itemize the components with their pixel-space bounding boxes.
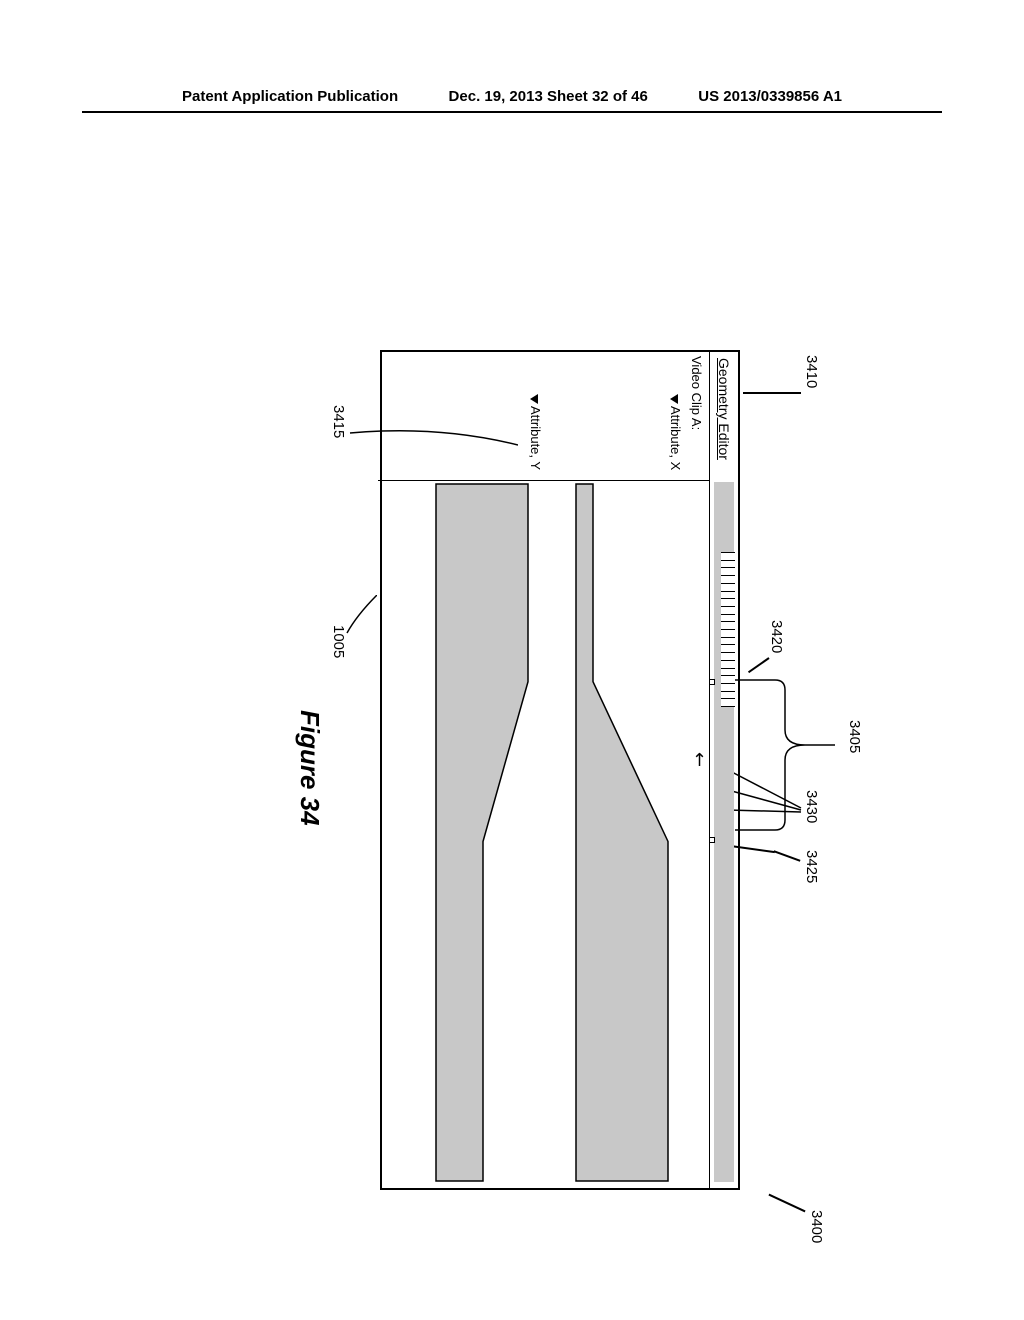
timeline-tick (721, 598, 735, 606)
track-attribute-x[interactable] (573, 482, 683, 1186)
timeline-tick (721, 683, 735, 691)
timeline-ticks (721, 552, 735, 707)
callout-3405: 3405 (846, 720, 863, 753)
timeline-tick (721, 660, 735, 668)
callout-3400: 3400 (808, 1210, 825, 1243)
attribute-y-text: Attribute, Y (528, 406, 543, 470)
callout-3425: 3425 (803, 850, 820, 883)
timeline-tick (721, 614, 735, 622)
callout-line-3425a (774, 850, 801, 861)
attribute-x-label[interactable]: Attribute, X (668, 394, 683, 470)
header-left: Patent Application Publication (182, 88, 398, 105)
timeline-tick (721, 637, 735, 645)
callout-3430: 3430 (803, 790, 820, 823)
timeline-tick (721, 606, 735, 614)
timeline-tick (721, 675, 735, 683)
timeline-tick (721, 567, 735, 575)
attribute-y-label[interactable]: Attribute, Y (528, 394, 543, 470)
track-y-shape (433, 482, 543, 1186)
callout-3415: 3415 (330, 405, 347, 438)
track-x-shape (573, 482, 683, 1186)
track-attribute-y[interactable] (433, 482, 543, 1186)
timeline-tick (721, 583, 735, 591)
figure-region: 3410 3405 3430 3425 3420 3400 Geometry E… (125, 350, 965, 860)
video-clip-label: Video Clip A: (689, 356, 704, 430)
timeline-tick (721, 560, 735, 568)
figure-caption: Figure 34 (294, 710, 325, 826)
callout-3410: 3410 (803, 355, 820, 388)
page-header: Patent Application Publication Dec. 19, … (82, 88, 942, 113)
header-right: US 2013/0339856 A1 (698, 88, 842, 105)
timeline-tick (721, 591, 735, 599)
geometry-editor-window: Geometry Editor Video Clip A: Attribute,… (380, 350, 740, 1190)
timeline-tick (721, 552, 735, 560)
header-center: Dec. 19, 2013 Sheet 32 of 46 (449, 88, 648, 105)
attribute-x-text: Attribute, X (668, 406, 683, 470)
panel-divider (378, 480, 710, 481)
timeline-tick (721, 652, 735, 660)
timeline-tick (721, 691, 735, 699)
timeline-tick (721, 621, 735, 629)
timeline-tick (721, 698, 735, 706)
chevron-down-icon (670, 394, 678, 404)
editor-title: Geometry Editor (716, 358, 732, 460)
callout-3420: 3420 (768, 620, 785, 653)
timeline-tick (721, 629, 735, 637)
chevron-down-icon (530, 394, 538, 404)
callout-line-3400 (768, 1194, 805, 1213)
callout-line-3415 (348, 425, 518, 465)
timeline-tick (721, 575, 735, 583)
timeline-tick (721, 668, 735, 676)
timeline-tick (721, 644, 735, 652)
callout-line-1005 (345, 595, 377, 645)
callout-line-3410 (743, 392, 801, 394)
header-divider (709, 352, 710, 1188)
